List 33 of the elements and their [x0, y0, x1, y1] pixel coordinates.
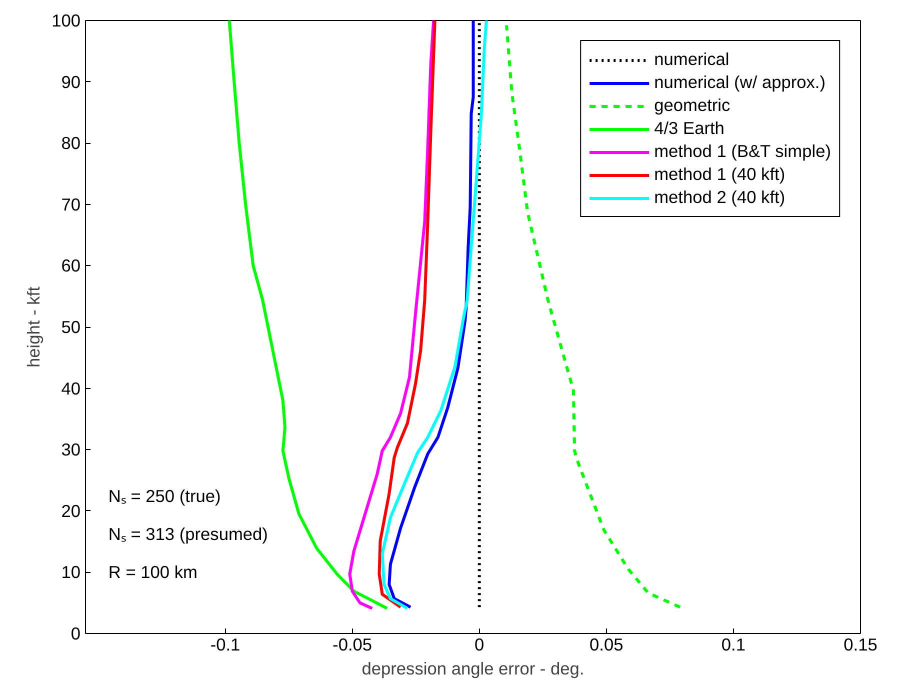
x-tick-label: 0	[474, 634, 484, 654]
y-tick-label: 50	[61, 317, 81, 337]
annotation: R = 100 km	[108, 562, 198, 582]
x-tick-label: 0.1	[721, 634, 746, 654]
x-tick-label: -0.05	[332, 634, 372, 654]
x-tick-label: 0.05	[590, 634, 624, 654]
y-tick-label: 40	[61, 378, 81, 398]
y-tick-label: 10	[61, 562, 81, 582]
y-axis-title: height - kft	[24, 286, 44, 368]
y-tick-label: 70	[61, 194, 81, 214]
x-tick-label: -0.1	[210, 634, 240, 654]
legend-label: method 1 (40 kft)	[654, 164, 786, 185]
legend-label: numerical	[654, 49, 730, 70]
line-series	[388, 20, 475, 609]
line-series	[378, 20, 436, 609]
annotation: Nₛ = 250 (true)	[108, 486, 221, 506]
line-series	[348, 20, 436, 610]
y-tick-label: 20	[61, 500, 81, 521]
x-axis-title: depression angle error - deg.	[362, 658, 584, 678]
legend-label: 4/3 Earth	[654, 118, 724, 139]
legend-label: method 1 (B&T simple)	[654, 141, 831, 162]
legend-label: numerical (w/ approx.)	[654, 72, 826, 93]
annotation: Nₛ = 313 (presumed)	[108, 524, 268, 544]
line-series	[380, 20, 488, 610]
y-tick-label: 80	[61, 133, 81, 154]
y-tick-label: 60	[61, 256, 81, 276]
y-tick-label: 100	[52, 10, 81, 30]
line-series	[478, 20, 481, 609]
y-tick-label: 90	[61, 72, 81, 92]
x-tick-label: 0.15	[844, 634, 878, 654]
legend-label: method 2 (40 kft)	[654, 187, 786, 208]
legend-label: geometric	[654, 95, 730, 116]
y-tick-label: 30	[61, 440, 81, 460]
